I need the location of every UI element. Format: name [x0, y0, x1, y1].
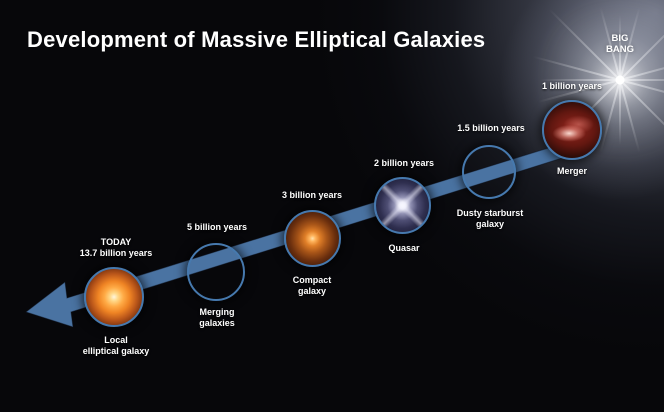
big-bang-label-line1: BIG — [611, 33, 629, 44]
page-title: Development of Massive Elliptical Galaxi… — [27, 27, 486, 52]
stage-merging-time-label: 5 billion years — [186, 222, 248, 232]
stage-local-elliptical-name-label: Local elliptical galaxy — [82, 335, 150, 356]
stage-quasar-time-label: 2 billion years — [373, 158, 435, 168]
stage-compact-time-label: 3 billion years — [281, 190, 343, 200]
compact-galaxy-image — [284, 210, 341, 267]
stage-merger-time-label: 1 billion years — [541, 81, 603, 91]
local-elliptical-galaxy-image — [84, 267, 144, 327]
big-bang-label: BIG BANG — [606, 33, 634, 55]
stage-merging-name-label: Merging galaxies — [199, 307, 235, 328]
today-label: TODAY — [100, 237, 132, 247]
stage-quasar-name-label: Quasar — [388, 243, 420, 253]
merging-galaxies-image — [187, 243, 245, 301]
dusty-starburst-galaxy-image — [462, 145, 516, 199]
merger-galaxy-image — [542, 100, 602, 160]
stage-today-time-label: TODAY 13.7 billion years — [80, 237, 153, 258]
big-bang-starburst-icon — [615, 75, 625, 85]
today-years-label: 13.7 billion years — [79, 247, 153, 258]
stage-dusty-starburst-time-label: 1.5 billion years — [457, 123, 525, 133]
stage-dusty-starburst-name-label: Dusty starburst galaxy — [456, 208, 524, 229]
big-bang-label-line2: BANG — [606, 44, 634, 55]
starburst-ray — [540, 79, 664, 81]
stage-merger-name-label: Merger — [556, 166, 588, 176]
quasar-galaxy-image — [374, 177, 431, 234]
stage-compact-name-label: Compact galaxy — [292, 275, 332, 296]
